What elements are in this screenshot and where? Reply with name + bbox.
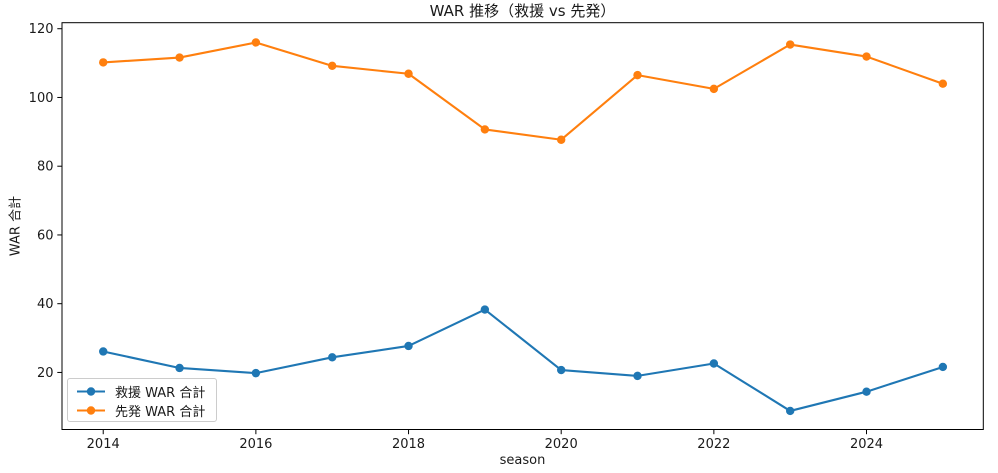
series-line-1 [103,41,944,141]
data-point-series-0 [251,368,261,378]
x-tick-label: 2016 [239,437,272,452]
data-point-series-0 [938,362,948,372]
data-point-series-0 [633,371,642,381]
data-point-series-1 [404,69,413,78]
x-tick-label: 2022 [697,437,730,452]
x-axis-label: season [499,453,546,468]
data-point-series-1 [785,40,795,49]
data-point-series-1 [938,79,948,88]
data-point-series-0 [709,359,719,368]
legend-label-relief: 救援 WAR 合計 [115,386,206,401]
y-tick-label: 20 [37,366,54,381]
data-point-series-1 [251,38,261,47]
data-point-series-0 [404,341,413,351]
data-point-series-0 [556,365,566,375]
y-tick-label: 100 [29,91,54,106]
data-point-series-0 [99,347,108,356]
data-point-series-1 [175,53,184,62]
legend-item-starter: 先発 WAR 合計 [76,401,208,420]
data-point-series-1 [480,125,490,134]
series-line-0 [102,308,944,412]
plot-border [61,22,984,430]
data-point-series-0 [480,305,490,314]
data-point-series-1 [709,84,719,94]
legend-line-marker-icon [76,405,106,416]
legend-line-marker-icon [76,386,106,397]
y-tick-label: 120 [29,22,54,37]
data-point-series-0 [785,406,795,416]
data-point-series-1 [556,135,566,144]
y-tick-label: 40 [37,297,54,312]
legend-label-starter: 先発 WAR 合計 [115,405,206,420]
x-tick-label: 2018 [392,437,425,452]
data-point-series-0 [862,387,871,396]
data-point-series-1 [862,52,871,61]
data-point-series-0 [328,353,337,362]
data-point-series-1 [328,61,337,71]
y-tick-label: 60 [37,228,54,243]
data-point-series-1 [99,58,108,67]
data-point-series-1 [633,70,642,80]
chart-title: WAR 推移（救援 vs 先発） [429,2,616,20]
x-tick-label: 2014 [87,437,120,452]
x-tick-label: 2020 [545,437,578,452]
data-point-series-0 [175,363,184,373]
x-tick-label: 2024 [850,437,883,452]
y-tick-label: 80 [37,160,54,175]
legend: 救援 WAR 合計 先発 WAR 合計 [67,378,217,422]
legend-item-relief: 救援 WAR 合計 [76,382,208,401]
